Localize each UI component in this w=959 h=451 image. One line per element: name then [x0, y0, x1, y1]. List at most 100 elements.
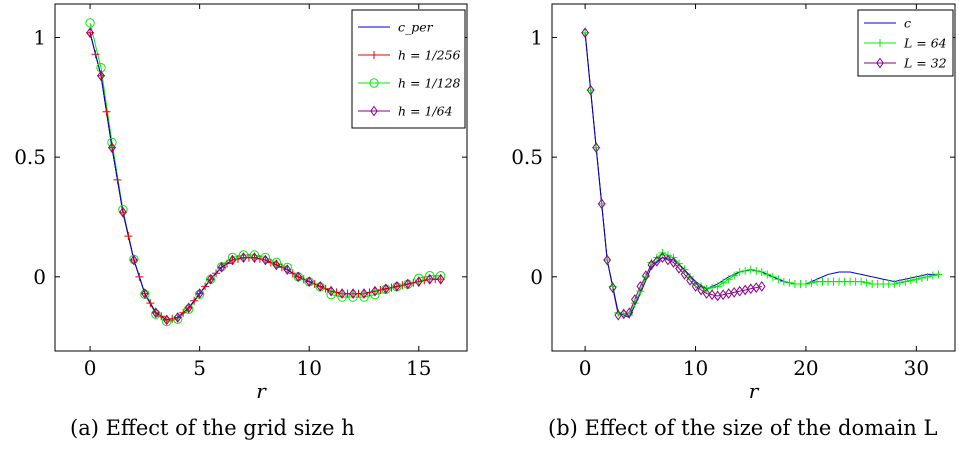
a-series-h256-marker	[201, 282, 210, 291]
b-series-L64-marker	[713, 282, 722, 291]
b-series-L64-marker	[719, 278, 728, 287]
a-series-h64-marker	[338, 288, 346, 299]
a-series-h256-marker	[113, 175, 122, 184]
a-xtick-label: 5	[193, 356, 206, 380]
b-series-L32-marker	[708, 289, 716, 301]
b-series-L64-marker	[890, 279, 899, 288]
b-series-L32-marker	[586, 84, 595, 96]
b-series-L32-marker	[664, 254, 672, 266]
a-legend-marker	[370, 105, 378, 117]
b-series-L32-marker	[625, 307, 634, 319]
a-series-h128-marker	[118, 204, 128, 215]
a-series-h64-marker	[195, 288, 204, 299]
a-xtick-label: 0	[84, 356, 97, 380]
b-series-L32-marker	[686, 275, 694, 286]
a-series-h64-marker	[97, 70, 105, 82]
a-series-h64-marker	[206, 273, 215, 285]
b-series-L64-marker	[912, 275, 921, 284]
a-series-h64-marker	[184, 302, 193, 314]
a-series-h256-marker	[277, 263, 286, 272]
a-series-h64-marker	[151, 307, 160, 319]
a-series-h256-marker	[266, 258, 275, 267]
a-series-h64-marker	[436, 273, 445, 285]
a-legend-marker	[369, 78, 379, 88]
a-series-h64-marker	[119, 206, 127, 218]
b-legend-marker	[876, 57, 884, 69]
b-series-L64-marker	[763, 270, 772, 279]
b-series-L64-marker	[735, 268, 744, 277]
a-legend-marker	[370, 51, 378, 59]
a-series-h128-marker	[326, 289, 336, 300]
a-series-h64-marker	[108, 142, 116, 153]
b-series-L32-marker	[630, 294, 639, 305]
a-series-h128-marker	[227, 252, 238, 263]
b-xtick-label: 30	[904, 356, 929, 380]
b-series-L64-marker	[757, 268, 766, 277]
a-series-h128-marker	[282, 262, 292, 273]
b-series-L64-marker	[901, 277, 910, 286]
a-series-h256-marker	[124, 232, 133, 241]
a-series-h128-marker	[337, 292, 347, 302]
caption-b: (b) Effect of the size of the domain L	[548, 416, 938, 440]
b-series-L32-marker	[658, 252, 667, 264]
a-axes-frame	[54, 3, 468, 352]
b-series-L64-marker	[862, 278, 871, 287]
a-series-h128-marker	[370, 289, 380, 300]
b-series-L32-marker	[581, 27, 589, 39]
a-xtick-label: 10	[296, 356, 321, 380]
chart-b: 0 10 20 30 0 0.5 1 r c L = 64 L = 32	[511, 3, 956, 403]
b-series-L32-line	[584, 32, 762, 316]
a-series-h64-marker	[217, 261, 226, 273]
b-series-L32-marker	[691, 281, 700, 292]
a-series-h128-marker	[238, 250, 249, 260]
b-series-L64-marker	[895, 278, 904, 287]
a-series-h64-marker	[349, 288, 357, 299]
b-legend-marker	[876, 39, 884, 47]
b-series-L64-marker	[807, 278, 816, 287]
a-legend-label: h = 1/64	[398, 104, 453, 119]
b-xtick-label: 10	[683, 356, 708, 380]
a-series-h128-marker	[151, 309, 161, 319]
b-series-L32-marker	[757, 281, 766, 292]
b-series-L64-marker	[785, 278, 794, 287]
a-series-h128-marker	[107, 137, 117, 148]
a-series-h256-marker	[146, 299, 155, 308]
b-series-L32-marker	[647, 259, 656, 271]
b-series-L64-marker	[630, 299, 639, 308]
b-series-L64-marker	[746, 265, 755, 274]
a-series-h256-marker	[102, 107, 111, 116]
a-series-h256-marker	[91, 50, 100, 59]
b-series-L32-marker	[597, 198, 606, 210]
a-series-h128-marker	[183, 304, 194, 314]
a-series-h64-marker	[382, 283, 390, 295]
a-series-h128-marker	[162, 316, 172, 327]
a-series-h64-marker	[130, 254, 138, 266]
b-series-L64-marker	[724, 275, 733, 284]
a-series-h128-marker	[85, 18, 95, 28]
b-series-L32-marker	[669, 257, 678, 268]
b-series-L64-marker	[730, 271, 739, 280]
b-xlabel: r	[749, 379, 760, 403]
a-series-h64-marker	[305, 276, 314, 287]
b-series-L32-marker	[675, 263, 683, 274]
a-xtick-label: 15	[406, 356, 431, 380]
b-series-L64-marker	[917, 274, 926, 283]
b-series-L32-marker	[592, 142, 600, 153]
b-ytick-label: 1	[530, 26, 543, 50]
b-series-L64-marker	[752, 266, 761, 275]
b-series-L64-marker	[779, 277, 788, 286]
a-series-h64-marker	[250, 252, 259, 264]
b-ytick-label: 0.5	[511, 145, 543, 169]
a-series-h64-marker	[414, 276, 423, 287]
a-series-h64-marker	[173, 312, 182, 323]
b-series-L32-marker	[636, 281, 645, 292]
a-series-h256-marker	[299, 275, 308, 284]
a-series-h64-marker	[283, 264, 292, 275]
b-xtick-label: 0	[579, 356, 592, 380]
a-series-h128-marker	[414, 273, 424, 283]
a-legend-label: h = 1/256	[398, 48, 461, 63]
a-series-h128-marker	[271, 257, 282, 268]
b-series-L64-marker	[928, 271, 937, 280]
a-series-h64-marker	[272, 259, 281, 271]
